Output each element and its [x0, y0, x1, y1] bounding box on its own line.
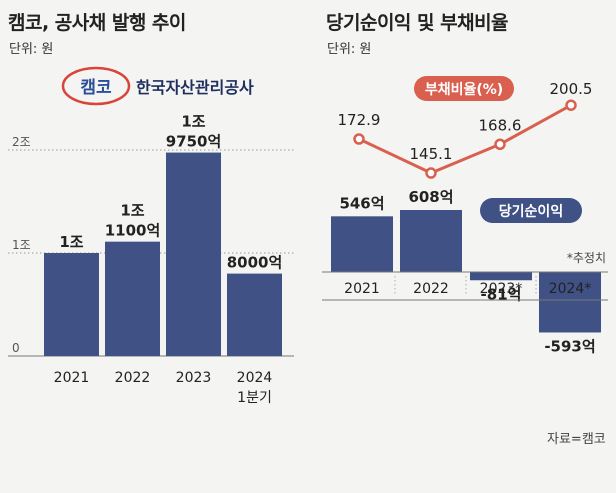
bond-bar-2023 — [166, 152, 221, 356]
kamco-org-name: 한국자산관리공사 — [136, 78, 254, 97]
right-chart-title: 당기순이익 및 부채비율 — [326, 12, 509, 34]
profit-badge — [480, 198, 582, 223]
debt-ratio-badge-label: 부채비율(%) — [425, 81, 503, 98]
debt-ratio-value-label: 172.9 — [338, 111, 381, 129]
debt-ratio-point — [353, 133, 365, 145]
kamco-logo-icon: 캠코 — [80, 78, 112, 98]
profit-badge-label: 당기순이익 — [499, 203, 563, 220]
kamco-logo-ring — [61, 66, 131, 106]
bond-category-label: 2024 1분기 — [237, 370, 273, 406]
left-unit-label: 단위: 원 — [9, 42, 54, 57]
debt-ratio-point — [494, 138, 506, 151]
profit-bar-2021 — [331, 216, 393, 272]
estimate-note: *추정치 — [567, 251, 606, 265]
left-ytick-label: 2조 — [12, 135, 31, 149]
bond-bar-2022 — [105, 241, 160, 356]
source-label: 자료=캠코 — [547, 432, 606, 447]
debt-ratio-badge — [414, 76, 514, 101]
left-ytick-label: 0 — [12, 341, 20, 355]
profit-bar-2023* — [470, 272, 532, 281]
debt-ratio-point — [565, 99, 577, 111]
left-chart-title: 캠코, 공사채 발행 추이 — [8, 12, 186, 34]
bond-category-label: 2023 — [176, 370, 212, 386]
profit-category-label: 2022 — [413, 281, 449, 297]
bond-bar-2024 — [227, 273, 282, 356]
profit-value-label: 546억 — [339, 194, 384, 212]
debt-ratio-value-label: 200.5 — [550, 80, 593, 98]
profit-bar-2024* — [539, 272, 601, 333]
profit-category-label: 2024* — [549, 281, 592, 297]
bond-category-label: 2022 — [115, 370, 151, 386]
debt-ratio-point — [425, 167, 437, 179]
bond-value-label: 1조 — [59, 233, 83, 251]
debt-ratio-value-label: 145.1 — [410, 145, 453, 163]
bond-value-label: 1조 1100억 — [105, 202, 161, 240]
profit-value-label: -593억 — [544, 337, 595, 355]
bond-bar-2021 — [44, 253, 99, 356]
debt-ratio-value-label: 168.6 — [479, 116, 522, 134]
bond-value-label: 1조 9750억 — [166, 113, 222, 151]
left-ytick-label: 1조 — [12, 238, 31, 252]
right-unit-label: 단위: 원 — [327, 42, 372, 57]
profit-value-label: -81억 — [481, 285, 522, 303]
profit-category-label: 2023* — [480, 281, 523, 297]
bond-category-label: 2021 — [54, 370, 90, 386]
profit-bar-2022 — [400, 210, 462, 272]
bond-value-label: 8000억 — [227, 254, 283, 272]
profit-category-label: 2021 — [344, 281, 380, 297]
profit-value-label: 608억 — [408, 188, 453, 206]
debt-ratio-line — [358, 103, 572, 175]
